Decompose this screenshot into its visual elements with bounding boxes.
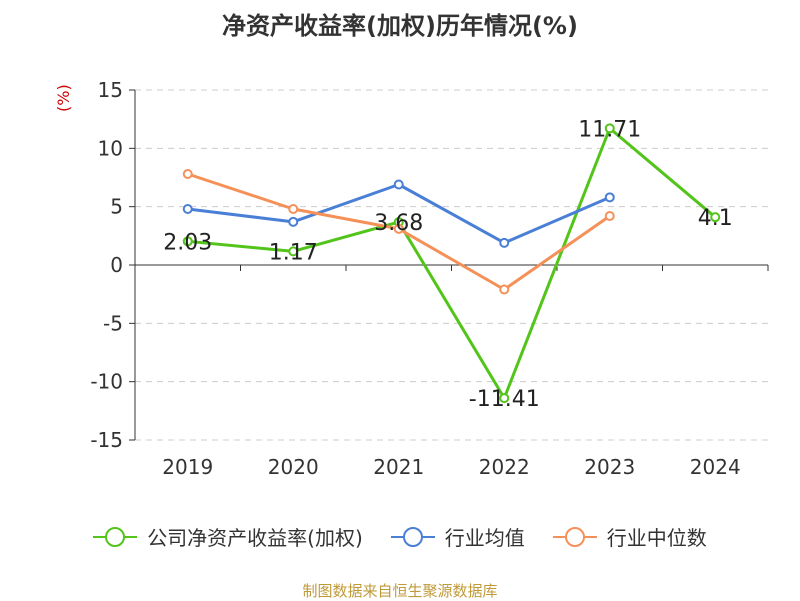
y-tick-label: -10 [90,370,123,394]
data-label: 1.17 [269,240,318,265]
data-label: -11.41 [469,387,540,412]
x-tick-label: 2021 [373,455,424,479]
y-tick-label: 15 [98,78,123,102]
x-tick-label: 2024 [690,455,741,479]
legend-label-company-roe: 公司净资产收益率(加权) [147,526,363,550]
x-tick-label: 2022 [479,455,530,479]
legend-line-marker-icon [93,526,138,547]
data-point-1 [393,179,404,190]
y-tick-label: -5 [103,311,123,335]
data-label: 3.68 [374,211,423,236]
data-point-2 [288,204,299,214]
series-line-0 [187,126,717,400]
legend-line-marker-icon [390,526,435,547]
chart-title: 净资产收益率(加权)历年情况(%) [222,12,578,40]
data-point-1 [499,237,510,248]
data-point-1 [604,192,615,203]
data-point-2 [182,169,193,179]
x-tick-label: 2023 [584,455,635,479]
data-point-0 [288,246,299,257]
data-point-0 [182,236,193,247]
data-source-note: 制图数据来自恒生聚源数据库 [302,582,498,600]
y-tick-label: 0 [110,253,123,277]
y-tick-label: 5 [110,195,123,219]
y-tick-label: 10 [98,136,123,160]
legend-label-industry-average: 行业均值 [444,526,525,550]
data-point-1 [288,216,299,227]
y-tick-label: -15 [90,428,123,452]
data-point-0 [604,123,615,134]
data-label: 2.03 [163,230,212,255]
data-point-2 [604,211,615,221]
data-point-0 [710,212,721,223]
data-label: 4.1 [698,206,733,231]
data-point-1 [182,204,193,214]
x-tick-label: 2020 [268,455,319,479]
legend: 公司净资产收益率(加权) 行业均值 行业中位数 [0,522,800,551]
data-label: 11.71 [578,117,641,142]
legend-label-industry-median: 行业中位数 [606,526,707,550]
data-point-2 [393,223,404,234]
data-point-2 [499,284,510,295]
legend-item-industry-median[interactable]: 行业中位数 [552,522,707,551]
x-tick-label: 2019 [162,455,213,479]
legend-item-company-roe[interactable]: 公司净资产收益率(加权) [93,522,363,551]
legend-line-marker-icon [552,526,597,547]
legend-item-industry-average[interactable]: 行业均值 [390,522,525,551]
data-point-0 [499,393,510,404]
